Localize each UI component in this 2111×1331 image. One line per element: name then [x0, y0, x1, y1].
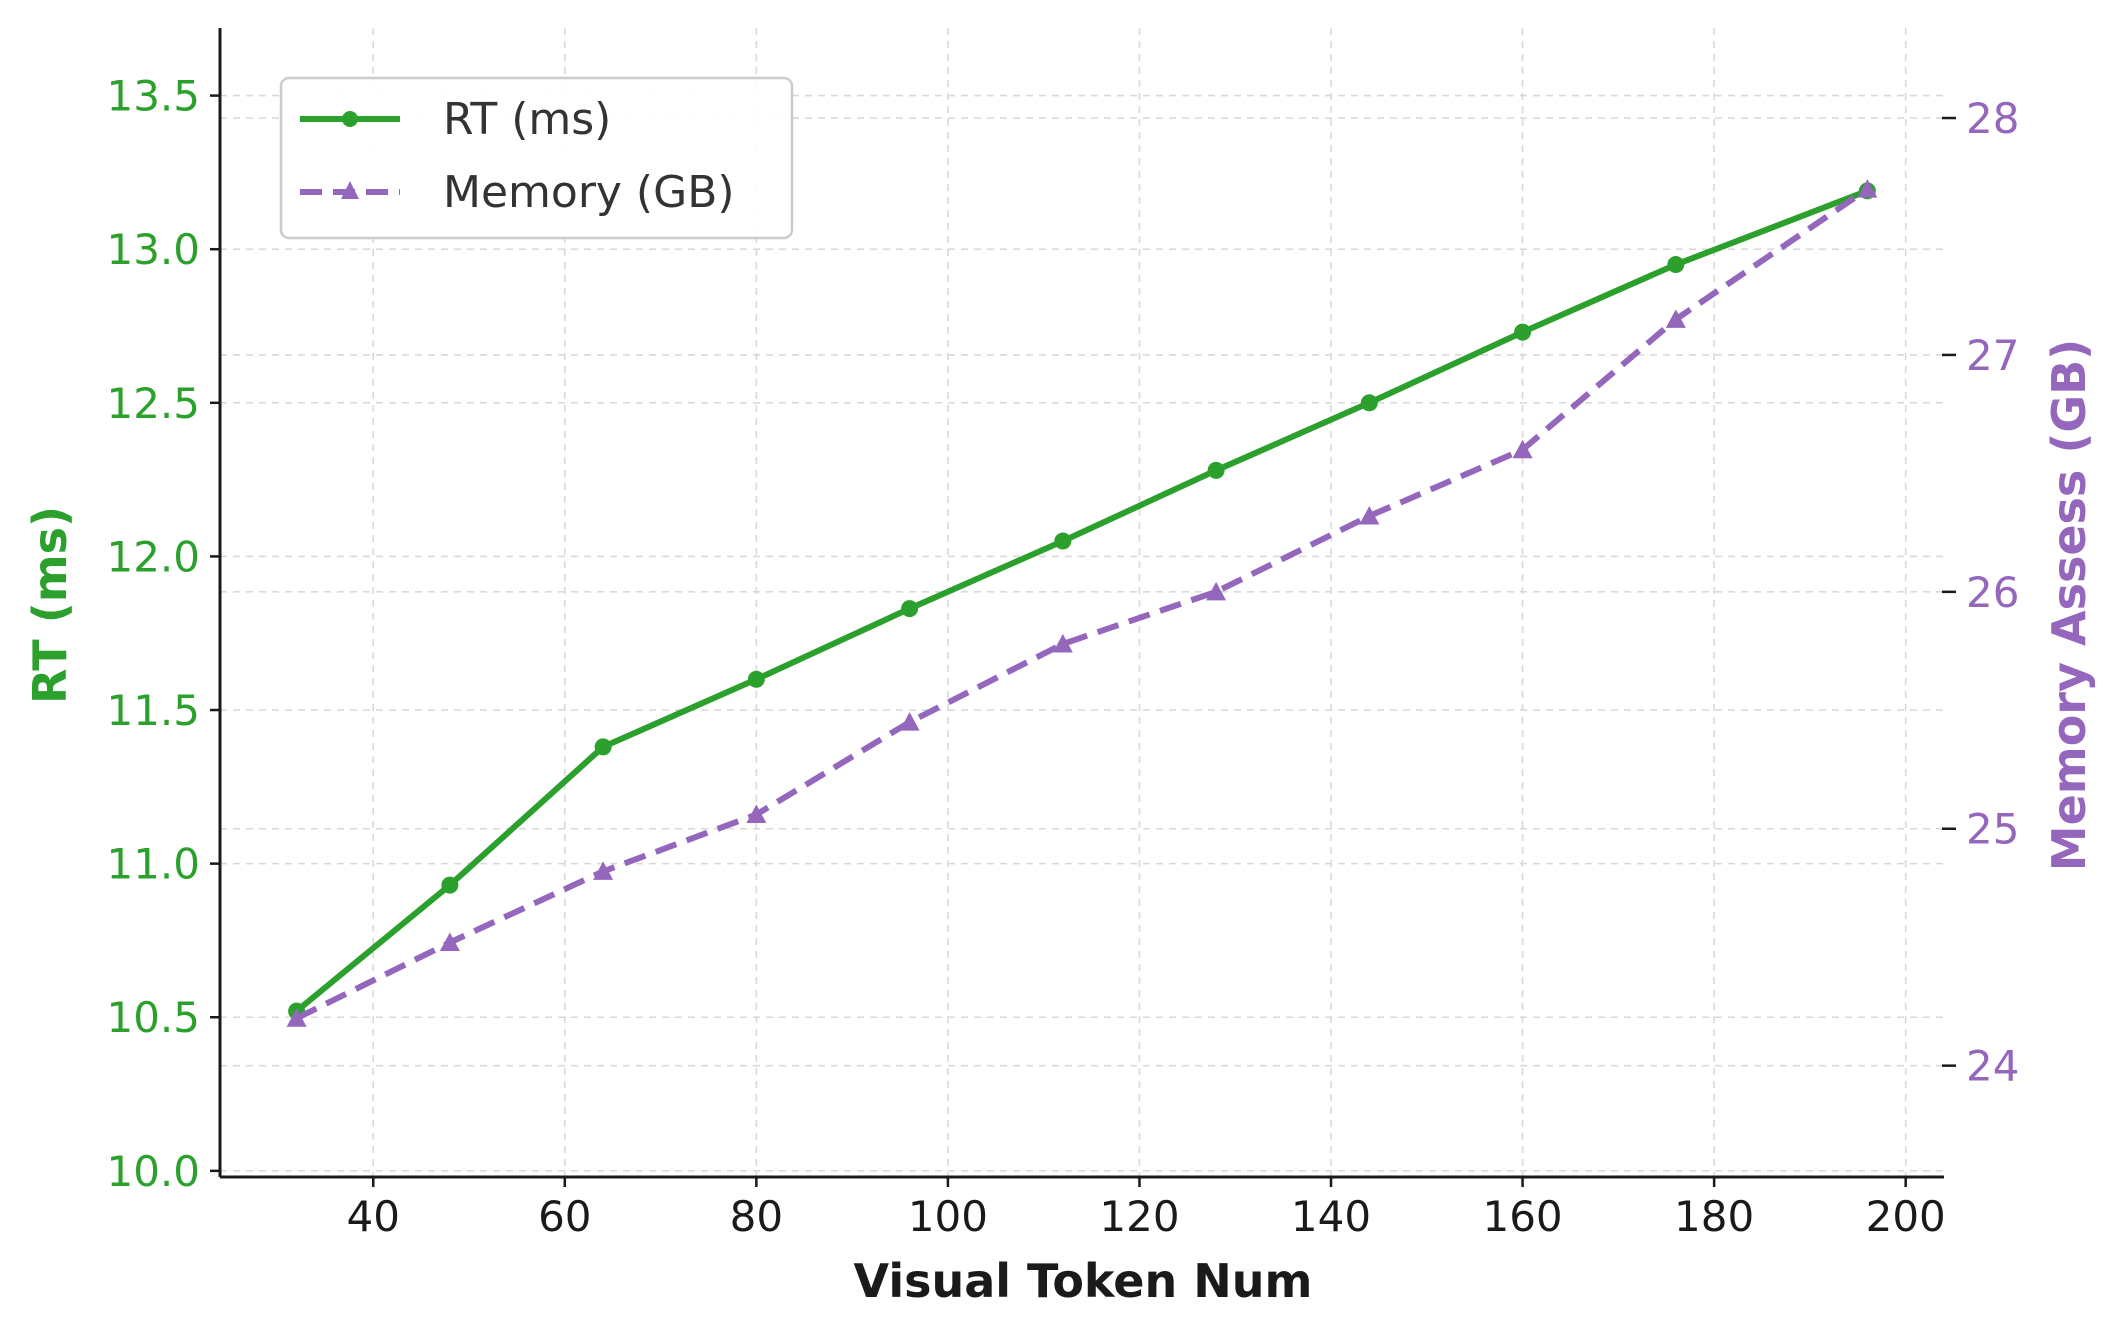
data-point-rt — [747, 670, 765, 688]
x-tick-label: 80 — [730, 1192, 783, 1241]
right-y-tick-label: 25 — [1966, 805, 2019, 854]
series-line-memory — [295, 186, 1870, 1021]
left-y-tick-label: 13.5 — [106, 72, 200, 121]
data-point-rt — [1667, 256, 1685, 274]
legend-marker-memory — [341, 181, 359, 199]
x-tick-label: 100 — [908, 1192, 988, 1241]
data-point-memory — [1665, 309, 1686, 328]
data-point-memory — [1512, 439, 1533, 459]
right-y-tick-label: 24 — [1966, 1042, 2019, 1091]
series-line-rt — [293, 187, 1871, 1015]
data-point-memory — [1052, 633, 1073, 653]
data-point-memory — [1206, 581, 1227, 601]
x-tick-label: 200 — [1866, 1192, 1946, 1241]
data-point-rt — [1360, 394, 1378, 412]
left-y-tick-label: 11.0 — [106, 840, 200, 889]
data-point-rt — [1514, 323, 1532, 341]
data-point-rt — [441, 876, 459, 894]
right-y-tick-label: 27 — [1966, 331, 2019, 380]
data-point-rt — [594, 738, 612, 756]
legend-marker-rt — [342, 111, 358, 127]
axes — [210, 28, 1956, 1187]
legend-label-memory: Memory (GB) — [443, 167, 735, 218]
left-y-axis-title: RT (ms) — [23, 506, 77, 704]
series-layer — [286, 179, 1878, 1027]
right-y-axis-title: Memory Assess (GB) — [2042, 339, 2096, 871]
left-y-tick-label: 13.0 — [106, 225, 200, 274]
x-tick-label: 120 — [1099, 1192, 1179, 1241]
left-y-tick-label: 12.5 — [106, 379, 200, 428]
left-y-tick-label: 10.5 — [106, 993, 200, 1042]
tick-labels: 40 60 80 100 120 140 160 180 200 10.0 10.5 11.0 11.5… — [106, 72, 2019, 1241]
legend-label-rt: RT (ms) — [443, 94, 611, 145]
data-point-memory — [439, 932, 460, 951]
data-point-rt — [1054, 532, 1072, 550]
right-y-tick-label: 28 — [1966, 94, 2019, 143]
x-tick-label: 160 — [1482, 1192, 1562, 1241]
x-tick-label: 140 — [1291, 1192, 1371, 1241]
legend-box — [279, 76, 794, 240]
left-y-tick-label: 10.0 — [106, 1147, 200, 1196]
data-point-memory — [899, 712, 920, 731]
x-axis-title: Visual Token Num — [854, 1254, 1313, 1308]
data-point-memory — [1359, 506, 1380, 525]
data-point-rt — [901, 600, 919, 618]
data-point-memory — [593, 861, 614, 880]
left-y-tick-label: 12.0 — [106, 532, 200, 581]
legend: RT (ms) Memory (GB) — [279, 76, 794, 240]
data-point-memory — [746, 804, 767, 824]
x-tick-label: 60 — [538, 1192, 591, 1241]
data-point-rt — [1207, 461, 1225, 479]
x-tick-label: 180 — [1674, 1192, 1754, 1241]
x-tick-label: 40 — [347, 1192, 400, 1241]
data-point-memory — [286, 1008, 307, 1027]
right-y-tick-label: 26 — [1966, 568, 2019, 617]
data-point-memory — [1857, 179, 1878, 198]
left-y-tick-label: 11.5 — [106, 686, 200, 735]
